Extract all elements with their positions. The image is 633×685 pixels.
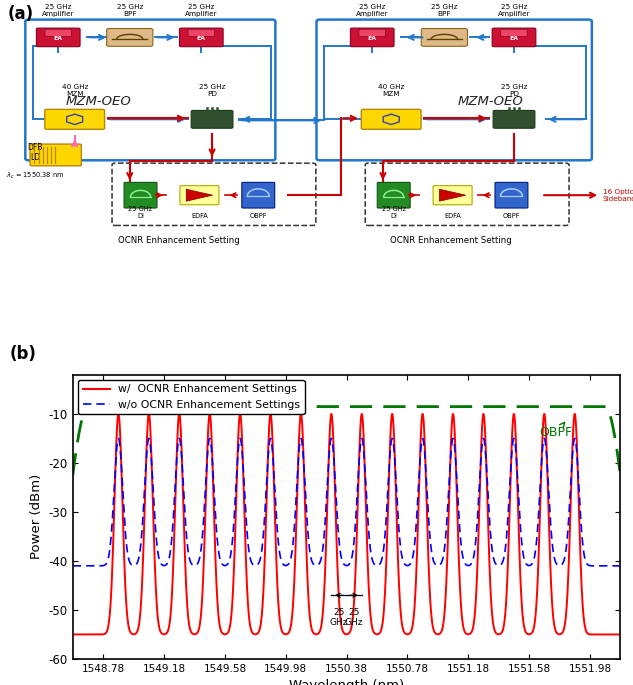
Text: 25 GHz
BPF: 25 GHz BPF: [431, 4, 458, 17]
Text: OBPF: OBPF: [249, 213, 267, 219]
Text: EA: EA: [54, 36, 63, 41]
FancyBboxPatch shape: [501, 29, 527, 36]
Line: w/  OCNR Enhancement Settings: w/ OCNR Enhancement Settings: [65, 414, 628, 634]
w/  OCNR Enhancement Settings: [349, 608, 357, 616]
Text: EDFA: EDFA: [191, 213, 208, 219]
w/  OCNR Enhancement Settings: [61, 630, 69, 638]
w/  OCNR Enhancement Settings: [419, 410, 427, 418]
Line: w/o OCNR Enhancement Settings: w/o OCNR Enhancement Settings: [65, 438, 628, 566]
Text: 25 GHz
Amplifier: 25 GHz Amplifier: [185, 4, 218, 17]
FancyBboxPatch shape: [492, 28, 536, 47]
Text: 25 GHz
DI: 25 GHz DI: [382, 206, 406, 219]
Text: EA: EA: [368, 36, 377, 41]
w/o OCNR Enhancement Settings: [404, 562, 411, 570]
Legend: w/  OCNR Enhancement Settings, w/o OCNR Enhancement Settings: w/ OCNR Enhancement Settings, w/o OCNR E…: [78, 380, 304, 414]
Text: 25
GHz: 25 GHz: [345, 608, 363, 627]
Text: 16 Optical
Sidebands: 16 Optical Sidebands: [603, 188, 633, 201]
w/o OCNR Enhancement Settings: [349, 544, 357, 552]
Text: 25 GHz
BPF: 25 GHz BPF: [116, 4, 143, 17]
FancyBboxPatch shape: [493, 110, 535, 128]
w/  OCNR Enhancement Settings: [145, 410, 153, 419]
Text: DFB
LD: DFB LD: [27, 142, 42, 162]
FancyBboxPatch shape: [180, 186, 219, 205]
Text: 25 GHz
DI: 25 GHz DI: [128, 206, 153, 219]
w/  OCNR Enhancement Settings: [207, 418, 215, 426]
Text: 25 GHz
Amplifier: 25 GHz Amplifier: [498, 4, 530, 17]
Text: MZM-OEO: MZM-OEO: [458, 95, 523, 108]
FancyBboxPatch shape: [351, 28, 394, 47]
FancyBboxPatch shape: [433, 186, 472, 205]
Text: 25 GHz
Amplifier: 25 GHz Amplifier: [42, 4, 75, 17]
w/  OCNR Enhancement Settings: [358, 411, 365, 419]
FancyBboxPatch shape: [37, 28, 80, 47]
w/o OCNR Enhancement Settings: [207, 438, 215, 447]
Text: (a): (a): [8, 5, 34, 23]
FancyBboxPatch shape: [242, 182, 275, 208]
w/o OCNR Enhancement Settings: [61, 562, 69, 570]
Text: EDFA: EDFA: [444, 213, 461, 219]
w/  OCNR Enhancement Settings: [91, 630, 99, 638]
w/  OCNR Enhancement Settings: [624, 630, 632, 638]
FancyBboxPatch shape: [45, 29, 72, 36]
Text: MZM-OEO: MZM-OEO: [65, 95, 131, 108]
w/o OCNR Enhancement Settings: [91, 562, 99, 570]
FancyBboxPatch shape: [180, 28, 223, 47]
Text: 25 GHz
PD: 25 GHz PD: [199, 84, 225, 97]
Text: 25 GHz
Amplifier: 25 GHz Amplifier: [356, 4, 389, 17]
Text: OBPF: OBPF: [540, 423, 573, 439]
FancyBboxPatch shape: [30, 144, 82, 166]
Polygon shape: [186, 189, 213, 201]
w/o OCNR Enhancement Settings: [145, 434, 153, 443]
FancyBboxPatch shape: [377, 182, 410, 208]
FancyBboxPatch shape: [45, 110, 104, 129]
Text: OCNR Enhancement Setting: OCNR Enhancement Setting: [390, 236, 511, 245]
FancyBboxPatch shape: [361, 110, 421, 129]
Y-axis label: Power (dBm): Power (dBm): [30, 474, 43, 560]
FancyBboxPatch shape: [188, 29, 215, 36]
w/o OCNR Enhancement Settings: [419, 434, 427, 443]
FancyBboxPatch shape: [191, 110, 233, 128]
X-axis label: Wavelength (nm): Wavelength (nm): [289, 680, 404, 685]
FancyBboxPatch shape: [124, 182, 157, 208]
FancyBboxPatch shape: [495, 182, 528, 208]
Text: 25
GHz: 25 GHz: [330, 608, 348, 627]
FancyBboxPatch shape: [359, 29, 385, 36]
Text: EA: EA: [197, 36, 206, 41]
Polygon shape: [439, 189, 466, 201]
Text: OCNR Enhancement Setting: OCNR Enhancement Setting: [118, 236, 239, 245]
FancyBboxPatch shape: [106, 29, 153, 47]
Text: $\lambda_c$ = 1550.38 nm: $\lambda_c$ = 1550.38 nm: [6, 171, 64, 182]
w/  OCNR Enhancement Settings: [404, 630, 411, 638]
w/o OCNR Enhancement Settings: [358, 435, 365, 443]
w/o OCNR Enhancement Settings: [624, 562, 632, 570]
Text: OBPF: OBPF: [503, 213, 520, 219]
Text: 40 GHz
MZM: 40 GHz MZM: [61, 84, 88, 97]
Text: EA: EA: [510, 36, 518, 41]
Text: 40 GHz
MZM: 40 GHz MZM: [378, 84, 404, 97]
Text: 25 GHz
PD: 25 GHz PD: [501, 84, 527, 97]
FancyBboxPatch shape: [422, 29, 467, 47]
Text: (b): (b): [10, 345, 37, 363]
